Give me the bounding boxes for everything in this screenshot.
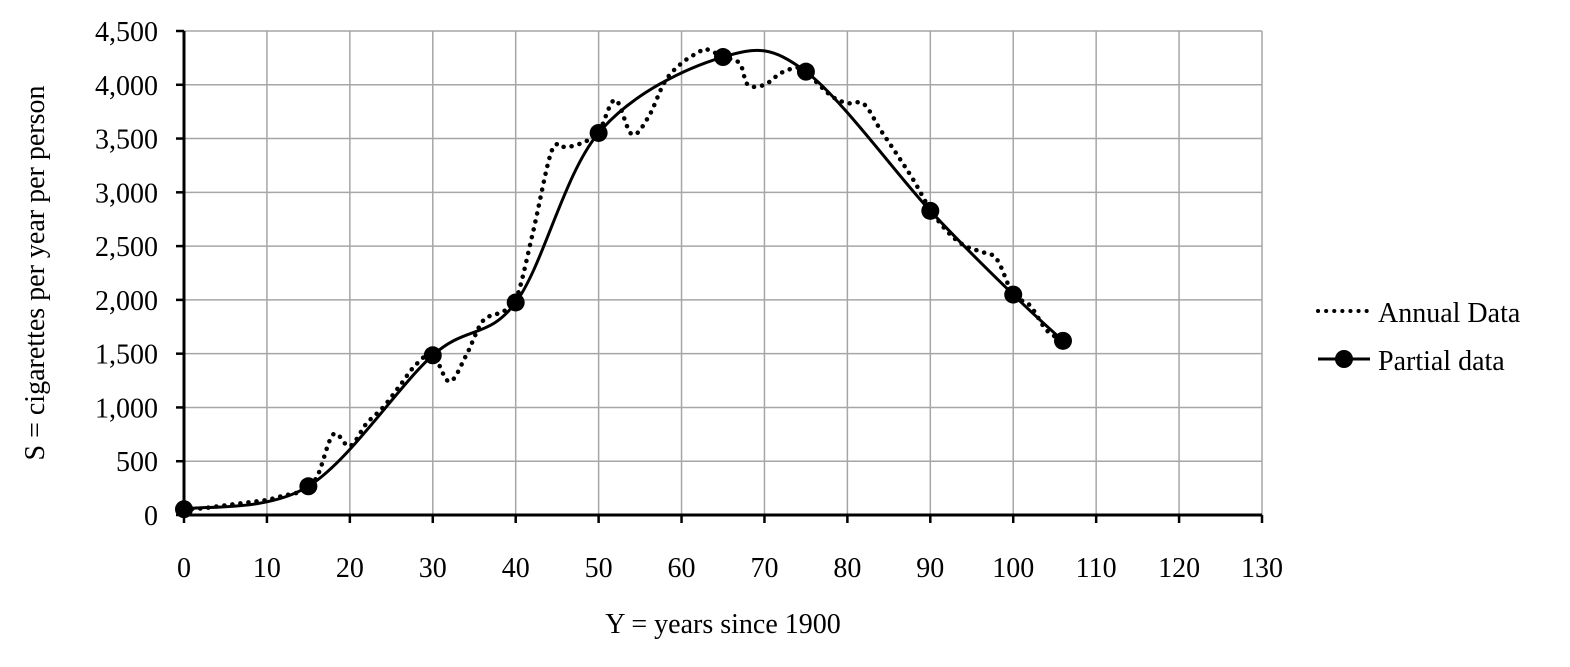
legend-marker-partial: [1335, 350, 1353, 368]
y-axis-label: S = cigarettes per year per person: [20, 86, 51, 461]
partial-data-point-90: [921, 201, 940, 220]
partial-data-point-100: [1004, 285, 1023, 304]
partial-data-line: [183, 48, 1065, 511]
partial-data-point-40: [506, 293, 525, 312]
x-tick-label: 110: [1076, 553, 1117, 584]
x-tick-label: 120: [1158, 553, 1200, 584]
y-tick-label: 3,000: [95, 178, 158, 209]
legend-label-annual: Annual Data: [1378, 298, 1521, 329]
x-tick-label: 0: [177, 553, 191, 584]
x-tick-label: 60: [668, 553, 696, 584]
x-tick-label: 30: [419, 553, 447, 584]
y-tick-label: 3,500: [95, 125, 158, 156]
annual-data-line: [181, 46, 1066, 512]
partial-data-point-15: [299, 477, 318, 496]
grid-lines: [184, 30, 1263, 515]
legend-label-partial: Partial data: [1378, 346, 1505, 377]
y-tick-label: 4,500: [95, 17, 158, 48]
legend-item-partial: Partial data: [1318, 346, 1505, 377]
x-tick-label: 10: [253, 553, 281, 584]
x-axis-label: Y = years since 1900: [605, 609, 841, 640]
x-tick-label: 70: [750, 553, 778, 584]
x-tick-label: 130: [1241, 553, 1283, 584]
y-tick-label: 1,500: [95, 340, 158, 371]
y-tick-label: 500: [116, 447, 158, 478]
axes: [176, 29, 1264, 523]
x-tick-label: 40: [502, 553, 530, 584]
partial-data-point-65: [714, 48, 732, 67]
partial-data-point-50: [589, 123, 608, 142]
partial-data-point-75: [796, 62, 815, 81]
x-tick-label: 20: [336, 553, 364, 584]
y-tick-label: 2,000: [95, 286, 158, 317]
x-tick-label: 80: [833, 553, 861, 584]
partial-data-point-30: [423, 346, 442, 365]
annual-data-series: [181, 46, 1066, 512]
legend-item-annual: Annual Data: [1316, 298, 1521, 329]
y-tick-label: 2,500: [95, 232, 158, 263]
legend: Annual Data Partial data: [1316, 298, 1521, 377]
y-tick-label: 1,000: [95, 393, 158, 424]
x-tick-label: 50: [585, 553, 613, 584]
y-tick-label: 0: [144, 501, 158, 532]
x-tick-label: 90: [916, 553, 944, 584]
tick-labels: 0 10 20 30 40 50 60 70 80 90 100 110 120 130 0 500 1,000…: [95, 17, 1283, 584]
x-tick-label: 100: [992, 553, 1034, 584]
y-tick-label: 4,000: [95, 71, 158, 102]
partial-data-point-106: [1053, 331, 1072, 350]
